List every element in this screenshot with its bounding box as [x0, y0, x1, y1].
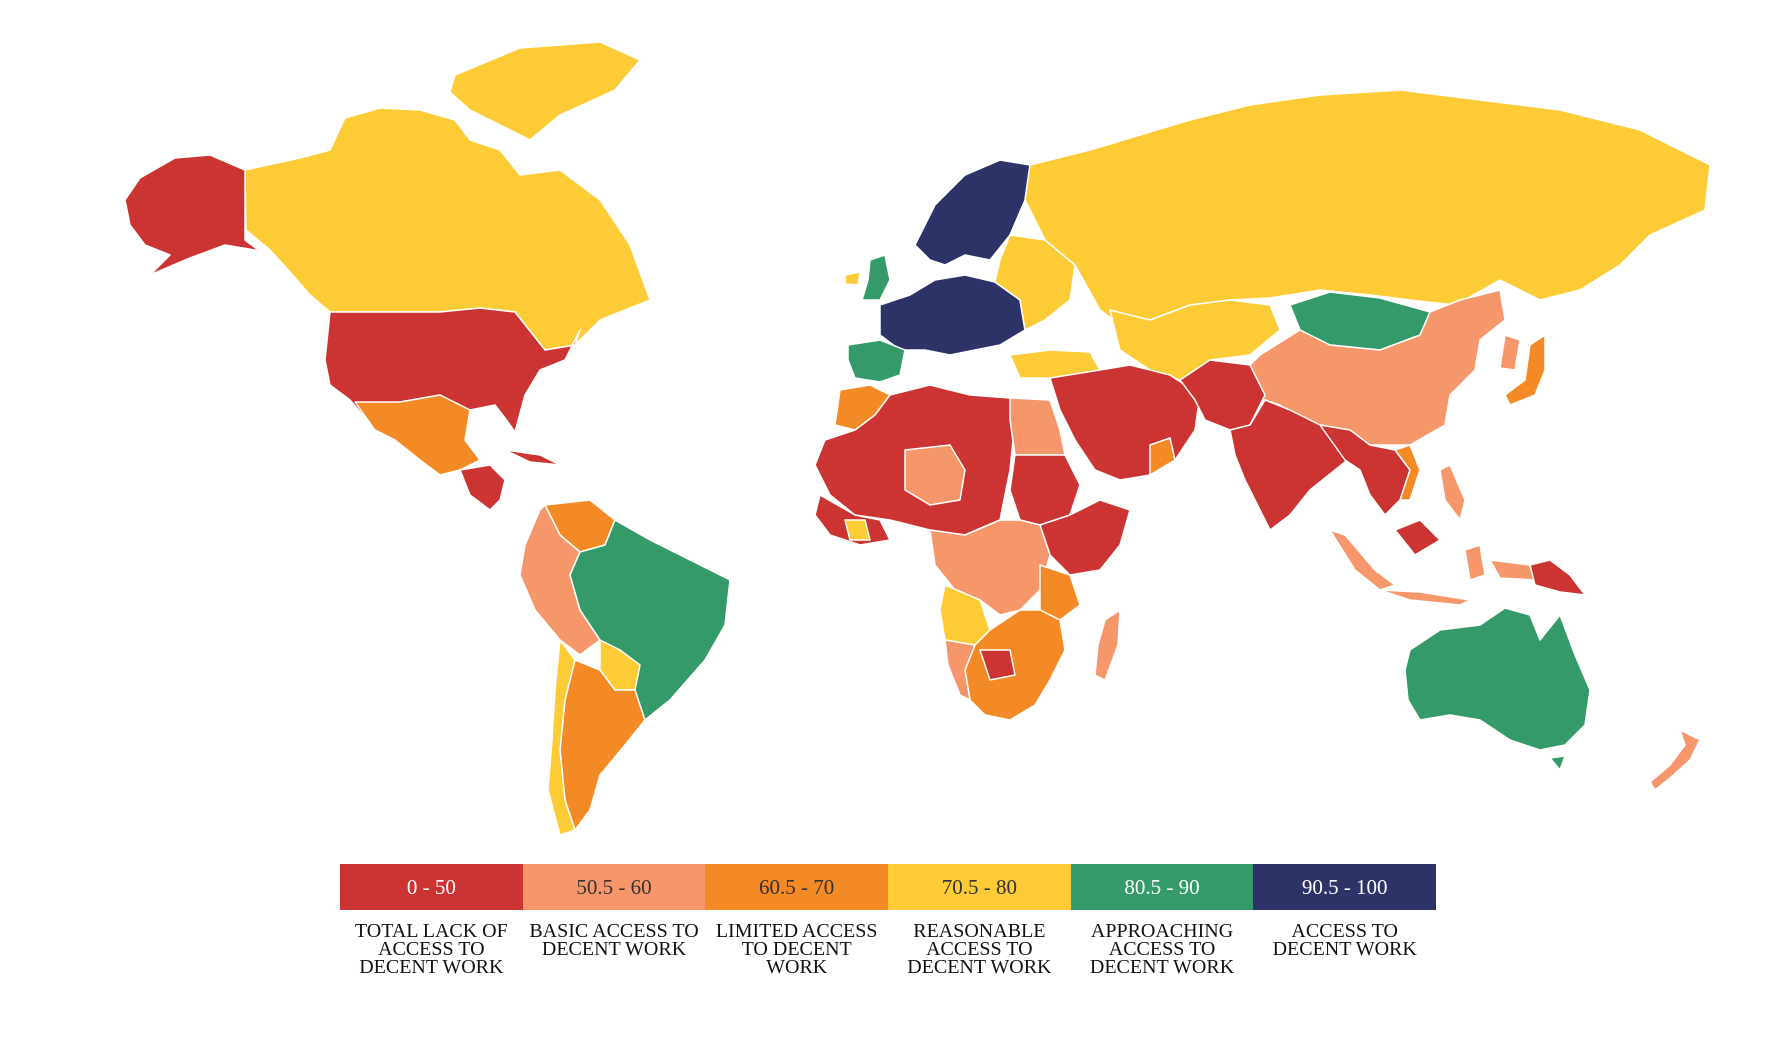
region-indonesia-east — [1489, 559, 1536, 581]
legend-label: TOTAL LACK OF ACCESS TO DECENT WORK — [354, 920, 508, 978]
region-iberia — [847, 339, 906, 383]
region-botswana — [979, 649, 1016, 681]
legend-swatches: 0 - 50 50.5 - 60 60.5 - 70 70.5 - 80 80.5 - … — [340, 864, 1437, 910]
region-canada — [244, 107, 651, 351]
region-ivory-coast — [844, 519, 871, 541]
region-tanzania — [1039, 564, 1081, 621]
region-tasmania — [1549, 755, 1566, 771]
region-central-asia — [1109, 299, 1281, 381]
region-papua-new-guinea — [1529, 559, 1586, 596]
legend-labels: TOTAL LACK OF ACCESS TO DECENT WORK BASIC… — [340, 920, 1436, 978]
legend-label: LIMITED ACCESS TO DECENT WORK — [715, 920, 878, 978]
region-indonesia-java — [1379, 589, 1471, 606]
region-iceland — [844, 271, 861, 286]
region-caribbean — [504, 449, 561, 466]
region-usa — [324, 307, 581, 433]
region-indonesia-sulawesi — [1464, 544, 1486, 581]
world-map — [124, 41, 1711, 836]
region-korea — [1499, 334, 1521, 371]
region-australia — [1404, 607, 1591, 751]
region-middle-east — [1049, 364, 1201, 481]
region-vietnam — [1394, 444, 1421, 501]
region-namibia — [944, 639, 976, 701]
legend-label: REASONABLE ACCESS TO DECENT WORK — [907, 920, 1052, 978]
legend-swatch: 90.5 - 100 — [1253, 864, 1437, 910]
legend-label: APPROACHING ACCESS TO DECENT WORK — [1089, 920, 1235, 978]
legend-label: BASIC ACCESS TO DECENT WORK — [529, 920, 699, 960]
legend-swatch: 70.5 - 80 — [888, 864, 1071, 910]
region-alaska — [124, 154, 266, 276]
region-egypt — [1009, 397, 1066, 456]
legend-label: ACCESS TO DECENT WORK — [1272, 920, 1417, 960]
legend-swatch: 60.5 - 70 — [705, 864, 889, 910]
region-greenland — [449, 41, 641, 141]
region-central-america — [459, 464, 506, 511]
region-scandinavia — [914, 159, 1031, 266]
region-malaysia — [1394, 519, 1441, 556]
region-niger-belt — [904, 444, 966, 506]
legend-swatch: 0 - 50 — [340, 864, 523, 910]
legend-swatch: 50.5 - 60 — [522, 864, 706, 910]
region-russia — [1024, 89, 1711, 326]
region-indonesia — [1329, 529, 1396, 591]
region-mexico — [354, 394, 481, 476]
region-japan — [1504, 334, 1546, 406]
map-legend: 0 - 50 50.5 - 60 60.5 - 70 70.5 - 80 80.5 - … — [340, 864, 1437, 978]
region-madagascar — [1094, 609, 1121, 681]
region-philippines — [1439, 464, 1466, 521]
region-new-zealand — [1649, 729, 1701, 791]
region-chile — [547, 639, 576, 836]
region-oman — [1149, 437, 1176, 476]
region-uk — [861, 254, 891, 301]
legend-swatch: 80.5 - 90 — [1070, 864, 1254, 910]
